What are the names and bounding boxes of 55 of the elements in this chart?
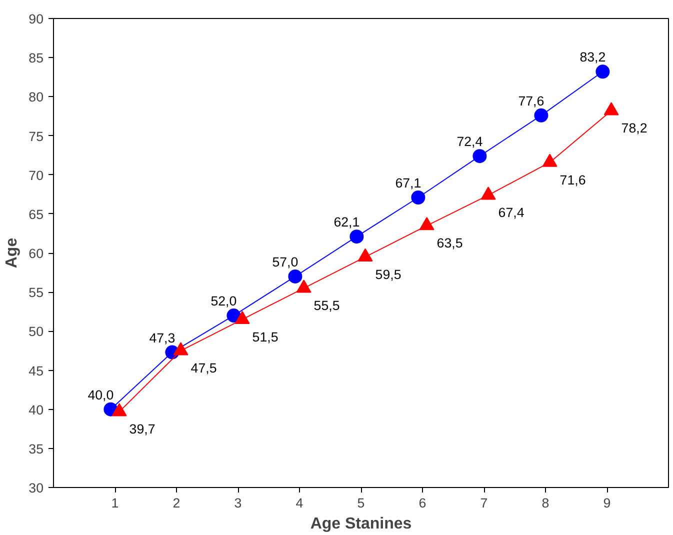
point xyxy=(480,186,496,200)
y-tick-label: 60 xyxy=(28,246,44,261)
x-tick-label: 1 xyxy=(111,496,119,510)
y-tick-label: 65 xyxy=(28,206,44,222)
y-tick-label: 90 xyxy=(28,12,44,26)
point xyxy=(350,230,364,244)
x-tick-label: 6 xyxy=(418,496,426,510)
data-label: 83,2 xyxy=(580,50,606,65)
data-label: 67,1 xyxy=(395,176,422,190)
point xyxy=(419,217,434,230)
y-tick-label: 55 xyxy=(28,285,44,300)
data-label: 51,5 xyxy=(252,329,278,344)
point xyxy=(596,64,610,79)
point xyxy=(411,190,426,204)
data-label: 39,7 xyxy=(129,422,156,437)
point xyxy=(234,310,250,324)
point xyxy=(173,342,188,356)
x-tick-label: 4 xyxy=(296,496,304,510)
point xyxy=(358,248,373,262)
y-axis-title: Age xyxy=(4,238,21,268)
data-label: 67,4 xyxy=(498,205,525,220)
point xyxy=(534,108,548,122)
x-tick-label: 8 xyxy=(542,496,550,510)
data-label: 47,5 xyxy=(190,360,217,376)
x-tick-label: 9 xyxy=(603,496,611,510)
y-tick-label: 35 xyxy=(28,441,44,456)
data-label: 52,0 xyxy=(210,294,237,309)
x-tick-label: 5 xyxy=(357,496,365,510)
data-label: 40,0 xyxy=(88,387,114,402)
data-label: 72,4 xyxy=(456,134,484,150)
y-tick-label: 80 xyxy=(28,90,44,105)
point xyxy=(296,280,312,293)
data-label: 55,5 xyxy=(314,298,340,314)
data-label: 78,2 xyxy=(621,120,648,136)
data-label: 77,6 xyxy=(518,93,544,108)
y-tick-label: 40 xyxy=(28,402,44,418)
y-tick-label: 30 xyxy=(28,480,44,496)
y-tick-label: 85 xyxy=(28,50,44,66)
y-tick-label: 50 xyxy=(28,324,44,340)
data-label: 47,3 xyxy=(149,330,176,346)
data-label: 57,0 xyxy=(272,254,298,270)
data-label: 63,5 xyxy=(436,236,463,251)
data-label: 71,6 xyxy=(560,172,586,188)
point xyxy=(112,403,127,416)
y-tick-label: 45 xyxy=(28,363,44,378)
y-tick-label: 70 xyxy=(28,168,44,183)
point xyxy=(288,269,302,284)
x-tick-label: 3 xyxy=(234,496,242,510)
x-tick-label: 7 xyxy=(480,496,488,510)
x-tick-label: 2 xyxy=(172,496,180,510)
point xyxy=(472,149,487,164)
x-axis-title: Age Stanines xyxy=(310,516,412,532)
data-label: 59,5 xyxy=(375,266,402,282)
y-tick-label: 75 xyxy=(28,128,44,144)
data-label: 62,1 xyxy=(334,214,360,230)
